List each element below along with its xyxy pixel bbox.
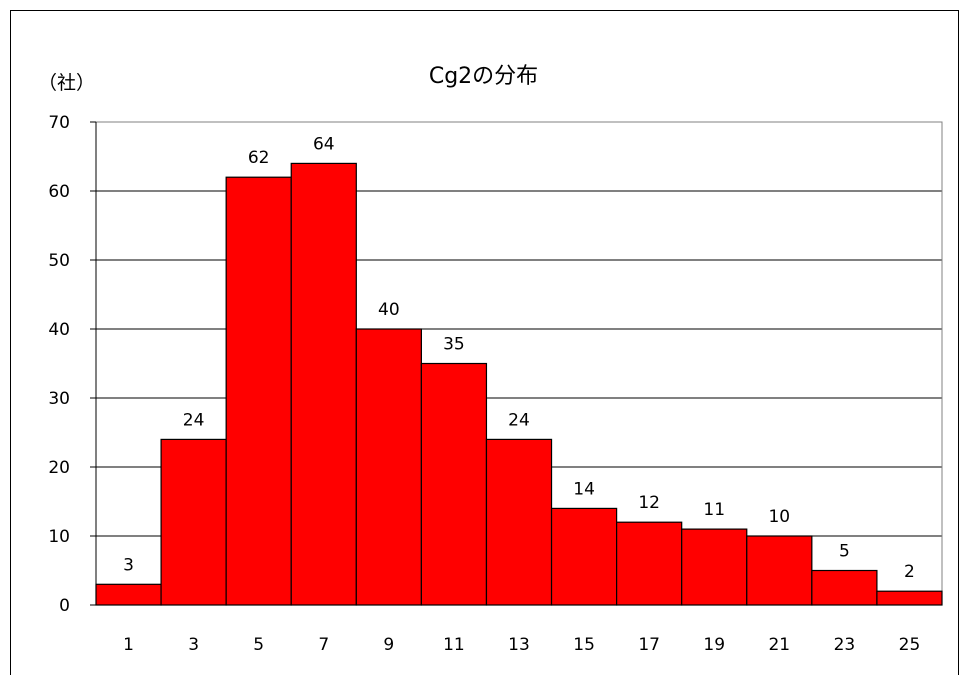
x-tick-label: 21: [768, 635, 790, 655]
bar: [812, 571, 877, 606]
y-tick-label: 60: [48, 182, 70, 202]
data-label: 24: [508, 410, 530, 430]
y-tick-label: 0: [59, 596, 70, 616]
x-tick-label: 15: [573, 635, 595, 655]
bar: [226, 177, 291, 605]
data-label: 5: [839, 542, 850, 562]
data-label: 11: [703, 500, 725, 520]
data-label: 62: [248, 148, 270, 168]
bar: [161, 439, 226, 605]
x-tick-label: 17: [638, 635, 660, 655]
bar: [682, 529, 747, 605]
bar: [291, 163, 356, 605]
x-tick-label: 9: [383, 635, 394, 655]
data-label: 2: [904, 562, 915, 582]
x-tick-label: 25: [899, 635, 921, 655]
bar: [96, 584, 161, 605]
data-label: 12: [638, 493, 660, 513]
bar: [877, 591, 942, 605]
data-label: 64: [313, 134, 335, 154]
x-tick-label: 23: [834, 635, 856, 655]
y-tick-label: 30: [48, 389, 70, 409]
x-tick-label: 11: [443, 635, 465, 655]
y-tick-label: 10: [48, 527, 70, 547]
x-tick-label: 1: [123, 635, 134, 655]
x-tick-label: 3: [188, 635, 199, 655]
x-tick-label: 7: [318, 635, 329, 655]
bar: [747, 536, 812, 605]
y-tick-label: 20: [48, 458, 70, 478]
x-tick-label: 13: [508, 635, 530, 655]
x-tick-label: 5: [253, 635, 264, 655]
y-tick-label: 50: [48, 251, 70, 271]
bar: [617, 522, 682, 605]
x-tick-label: 19: [703, 635, 725, 655]
bar: [421, 364, 486, 606]
data-label: 40: [378, 300, 400, 320]
data-label: 14: [573, 479, 595, 499]
y-tick-label: 70: [48, 113, 70, 133]
data-label: 24: [183, 410, 205, 430]
data-label: 3: [123, 555, 134, 575]
y-tick-label: 40: [48, 320, 70, 340]
data-label: 35: [443, 335, 465, 355]
data-label: 10: [768, 507, 790, 527]
bar: [486, 439, 551, 605]
bar: [552, 508, 617, 605]
bar: [356, 329, 421, 605]
